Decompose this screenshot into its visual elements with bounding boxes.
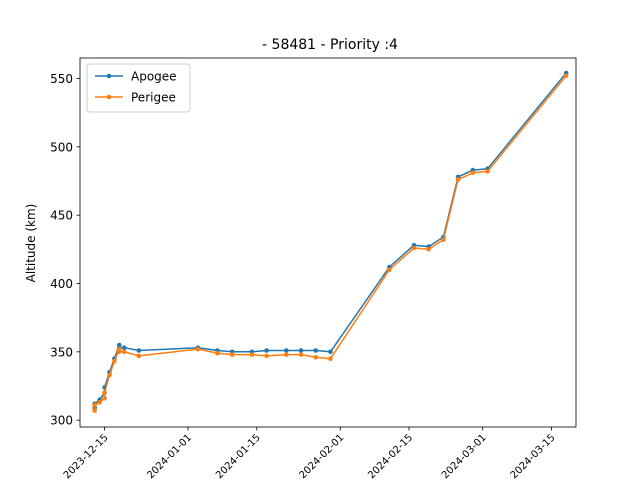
perigee-data-point — [102, 390, 107, 396]
chart-title: - 58481 - Priority :4 — [262, 37, 398, 53]
apogee-legend-marker — [106, 73, 112, 79]
apogee-data-point — [121, 345, 127, 351]
perigee-data-point — [328, 356, 333, 362]
axes-frame — [79, 57, 577, 428]
y-tick-label: 400 — [50, 277, 73, 291]
y-tick-label: 350 — [50, 345, 73, 359]
perigee-data-point — [121, 349, 127, 355]
perigee-series-line — [93, 75, 567, 411]
perigee-data-point — [112, 359, 117, 364]
perigee-data-point — [455, 177, 461, 182]
perigee-data-point — [411, 245, 417, 251]
perigee-data-point — [426, 247, 432, 252]
apogee-data-point — [328, 349, 333, 355]
perigee-data-point — [102, 396, 107, 401]
perigee-data-point — [249, 352, 255, 357]
y-tick-label: 300 — [50, 414, 73, 428]
perigee-data-point — [313, 355, 319, 360]
perigee-data-point — [563, 73, 569, 79]
apogee-data-point — [313, 348, 319, 353]
legend: Apogee Perigee — [86, 63, 191, 113]
y-tick-label: 500 — [50, 140, 73, 154]
plot-area — [92, 70, 569, 413]
apogee-series-line — [93, 72, 567, 408]
perigee-data-point — [298, 352, 304, 357]
perigee-data-point — [195, 346, 201, 352]
y-axis-label: Altitude (km) — [24, 204, 38, 283]
perigee-data-point — [387, 267, 392, 273]
perigee-data-point — [97, 400, 102, 405]
apogee-data-point — [136, 348, 142, 353]
perigee-legend-label: Perigee — [131, 91, 176, 105]
apogee-data-point — [264, 348, 269, 353]
perigee-data-point — [92, 408, 97, 413]
perigee-data-point — [264, 353, 269, 359]
perigee-data-point — [136, 353, 142, 359]
perigee-data-point — [470, 170, 476, 176]
perigee-data-point — [229, 352, 235, 357]
y-tick-label: 550 — [50, 72, 73, 86]
perigee-legend-marker — [106, 94, 112, 100]
y-tick-label: 450 — [50, 209, 73, 223]
perigee-data-point — [215, 350, 220, 356]
apogee-data-point — [298, 348, 304, 353]
perigee-data-point — [441, 237, 446, 243]
perigee-data-point — [92, 402, 97, 408]
perigee-data-point — [284, 352, 289, 357]
perigee-data-point — [485, 169, 490, 174]
perigee-data-point — [117, 349, 122, 355]
perigee-data-point — [107, 372, 112, 378]
apogee-legend-label: Apogee — [131, 70, 177, 84]
apogee-data-point — [284, 348, 289, 353]
